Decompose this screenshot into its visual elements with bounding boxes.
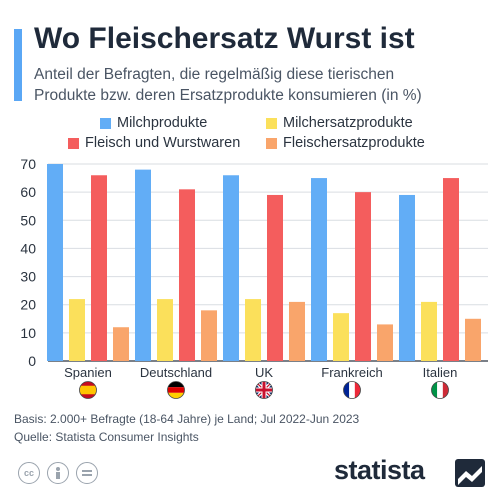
bar-italien-milchersatzprodukte — [421, 301, 437, 361]
attribution-icon[interactable] — [47, 462, 69, 484]
creative-commons-icon[interactable]: cc — [18, 462, 40, 484]
bar-uk-fleischersatzprodukte — [289, 301, 305, 361]
legend-swatch — [266, 118, 277, 129]
chart-footer: Basis: 2.000+ Befragte (18-64 Jahre) je … — [14, 410, 359, 446]
x-tick-label: Frankreich — [321, 365, 382, 380]
legend-label: Milchprodukte — [117, 115, 208, 131]
bar-italien-fleisch-und-wurstwaren — [443, 178, 459, 361]
chart-subtitle: Anteil der Befragten, die regelmäßig die… — [34, 66, 422, 104]
legend-swatch — [100, 118, 111, 129]
y-tick-label: 0 — [28, 353, 36, 369]
legend-swatch — [68, 138, 79, 149]
title-accent-bar — [14, 29, 22, 101]
x-tick-label: Deutschland — [140, 365, 212, 380]
bar-frankreich-milchersatzprodukte — [333, 313, 349, 361]
statista-logo-icon[interactable] — [455, 459, 485, 487]
bar-deutschland-fleischersatzprodukte — [201, 310, 217, 361]
bar-frankreich-fleisch-und-wurstwaren — [355, 192, 371, 361]
legend-label: Milchersatzprodukte — [283, 115, 413, 131]
x-tick-label: Italien — [423, 365, 458, 380]
statista-logo-text[interactable]: statista — [334, 455, 425, 485]
x-tick-label: Spanien — [64, 365, 112, 380]
y-tick-label: 50 — [20, 212, 36, 228]
bar-italien-milchprodukte — [399, 194, 415, 361]
bar-deutschland-milchersatzprodukte — [157, 299, 173, 361]
italy-flag-icon — [431, 381, 449, 399]
france-flag-icon — [343, 381, 361, 399]
y-tick-label: 40 — [20, 240, 36, 256]
bar-spanien-fleischersatzprodukte — [113, 327, 129, 361]
x-tick-label: UK — [255, 365, 273, 380]
bar-frankreich-milchprodukte — [311, 178, 327, 361]
y-tick-label: 10 — [20, 325, 36, 341]
footer-quelle: Quelle: Statista Consumer Insights — [14, 430, 199, 444]
bar-deutschland-fleisch-und-wurstwaren — [179, 189, 195, 361]
spain-flag-icon — [79, 381, 97, 399]
legend-label: Fleisch und Wurstwaren — [85, 135, 241, 151]
no-derivatives-icon[interactable] — [76, 462, 98, 484]
bar-deutschland-milchprodukte — [135, 169, 151, 361]
legend-label: Fleischersatzprodukte — [283, 135, 425, 151]
chart-title: Wo Fleischersatz Wurst ist — [34, 22, 415, 55]
bar-frankreich-fleischersatzprodukte — [377, 324, 393, 361]
y-tick-label: 30 — [20, 269, 36, 285]
bar-italien-fleischersatzprodukte — [465, 318, 481, 361]
bar-uk-milchprodukte — [223, 175, 239, 361]
germany-flag-icon — [167, 381, 185, 399]
bar-spanien-fleisch-und-wurstwaren — [91, 175, 107, 361]
y-tick-label: 70 — [20, 156, 36, 172]
bar-spanien-milchprodukte — [47, 164, 63, 361]
footer-basis: Basis: 2.000+ Befragte (18-64 Jahre) je … — [14, 412, 360, 426]
y-tick-label: 60 — [20, 184, 36, 200]
bar-chart: 0 10 20 30 40 50 60 70 Spanien Deutschland UK Frank… — [20, 156, 488, 399]
bar-uk-fleisch-und-wurstwaren — [267, 194, 283, 361]
y-tick-label: 20 — [20, 297, 36, 313]
uk-flag-icon — [255, 381, 273, 399]
bar-spanien-milchersatzprodukte — [69, 299, 85, 361]
bar-uk-milchersatzprodukte — [245, 299, 261, 361]
legend-swatch — [266, 138, 277, 149]
